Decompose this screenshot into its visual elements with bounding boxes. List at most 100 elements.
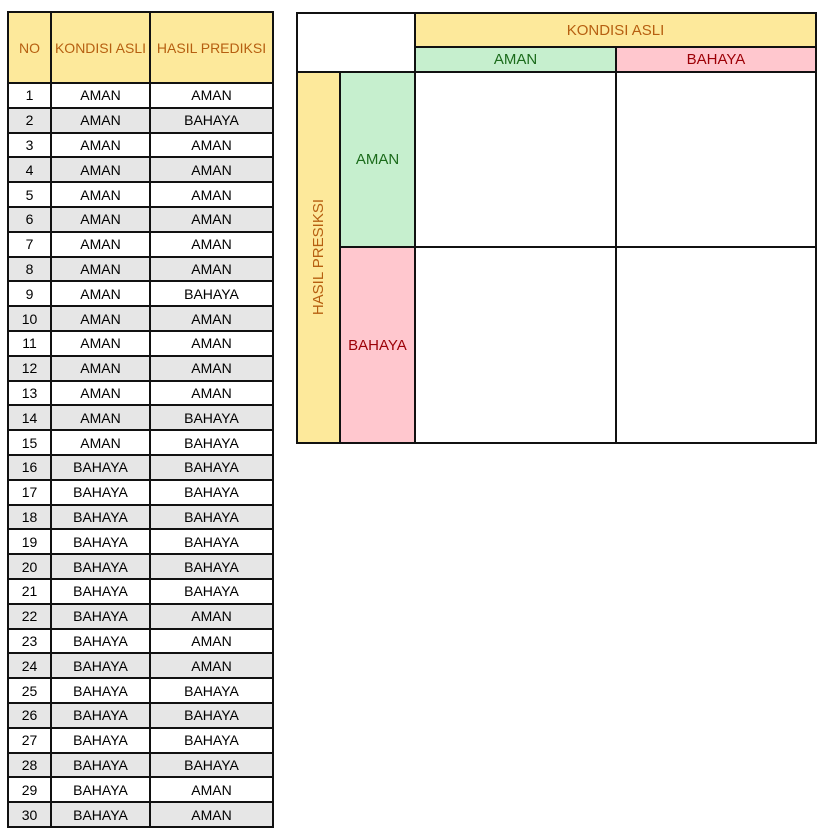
cell-no: 8 (7, 255, 52, 283)
header-kondisi-asli: KONDISI ASLI (50, 11, 151, 84)
table-row: 20 BAHAYA BAHAYA (7, 553, 274, 580)
cell-no: 10 (7, 305, 52, 332)
table-row: 29 BAHAYA AMAN (7, 776, 274, 804)
cell-hasil-prediksi: AMAN (149, 131, 274, 159)
cell-no: 3 (7, 131, 52, 159)
table-row: 14 AMAN BAHAYA (7, 404, 274, 432)
cell-hasil-prediksi: BAHAYA (149, 677, 274, 704)
cell-kondisi-asli: BAHAYA (50, 577, 151, 605)
col-header: KONDISI ASLI (414, 12, 817, 48)
header-no: NO (7, 11, 52, 84)
cell-hasil-prediksi: AMAN (149, 627, 274, 655)
cell-kondisi-asli: AMAN (50, 255, 151, 283)
cell-hasil-prediksi: AMAN (149, 156, 274, 184)
cell-no: 27 (7, 726, 52, 754)
cell-kondisi-asli: AMAN (50, 354, 151, 382)
cell-kondisi-asli: AMAN (50, 131, 151, 159)
cell-kondisi-asli: AMAN (50, 230, 151, 258)
cell-kondisi-asli: AMAN (50, 280, 151, 308)
cell-hasil-prediksi: AMAN (149, 801, 274, 828)
cell-no: 22 (7, 602, 52, 630)
cell-kondisi-asli: AMAN (50, 404, 151, 432)
cell-hasil-prediksi: AMAN (149, 305, 274, 332)
table-row: 8 AMAN AMAN (7, 255, 274, 283)
table-row: 10 AMAN AMAN (7, 305, 274, 332)
cell-no: 28 (7, 751, 52, 779)
cell-hasil-prediksi: BAHAYA (149, 106, 274, 134)
table-row: 2 AMAN BAHAYA (7, 106, 274, 134)
table-row: 25 BAHAYA BAHAYA (7, 677, 274, 704)
cell-kondisi-asli: AMAN (50, 106, 151, 134)
cell-no: 17 (7, 478, 52, 506)
cell-no: 14 (7, 404, 52, 432)
cell-hasil-prediksi: BAHAYA (149, 429, 274, 456)
cell-no: 1 (7, 82, 52, 109)
cell-kondisi-asli: AMAN (50, 82, 151, 109)
confusion-matrix: KONDISI ASLI AMAN BAHAYA HASIL PRESIKSI … (296, 12, 817, 444)
cell-hasil-prediksi: BAHAYA (149, 453, 274, 481)
table-row: 4 AMAN AMAN (7, 156, 274, 184)
cell-kondisi-asli: BAHAYA (50, 776, 151, 804)
cell-no: 2 (7, 106, 52, 134)
cell-kondisi-asli: AMAN (50, 156, 151, 184)
table-row: 13 AMAN AMAN (7, 379, 274, 407)
cell-hasil-prediksi: BAHAYA (149, 404, 274, 432)
col-label-aman: AMAN (414, 46, 617, 73)
cell-hasil-prediksi: AMAN (149, 230, 274, 258)
table-row: 23 BAHAYA AMAN (7, 627, 274, 655)
table-row: 17 BAHAYA BAHAYA (7, 478, 274, 506)
row-header: HASIL PRESIKSI (296, 71, 341, 444)
table-row: 21 BAHAYA BAHAYA (7, 577, 274, 605)
cell-hasil-prediksi: AMAN (149, 329, 274, 357)
cell-kondisi-asli: BAHAYA (50, 652, 151, 680)
matrix-cell-bahaya-bahaya (615, 246, 817, 444)
corner-cell (296, 12, 416, 73)
cell-hasil-prediksi: AMAN (149, 602, 274, 630)
cell-no: 13 (7, 379, 52, 407)
cell-no: 12 (7, 354, 52, 382)
col-label-bahaya: BAHAYA (615, 46, 817, 73)
matrix-cell-aman-aman (414, 71, 617, 248)
cell-hasil-prediksi: BAHAYA (149, 553, 274, 580)
cell-hasil-prediksi: AMAN (149, 205, 274, 233)
cell-kondisi-asli: AMAN (50, 305, 151, 332)
row-label-bahaya: BAHAYA (339, 246, 416, 444)
cell-no: 20 (7, 553, 52, 580)
cell-kondisi-asli: BAHAYA (50, 701, 151, 729)
cell-hasil-prediksi: BAHAYA (149, 726, 274, 754)
cell-kondisi-asli: AMAN (50, 379, 151, 407)
table-row: 6 AMAN AMAN (7, 205, 274, 233)
cell-no: 5 (7, 181, 52, 208)
cell-no: 6 (7, 205, 52, 233)
header-hasil-prediksi: HASIL PREDIKSI (149, 11, 274, 84)
cell-kondisi-asli: BAHAYA (50, 627, 151, 655)
cell-no: 7 (7, 230, 52, 258)
cell-no: 30 (7, 801, 52, 828)
cell-kondisi-asli: BAHAYA (50, 453, 151, 481)
table-row: 7 AMAN AMAN (7, 230, 274, 258)
data-table: NO KONDISI ASLI HASIL PREDIKSI 1 AMAN AMAN… (7, 11, 274, 828)
table-row: 3 AMAN AMAN (7, 131, 274, 159)
row-header-text: HASIL PRESIKSI (310, 199, 327, 316)
cell-kondisi-asli: AMAN (50, 205, 151, 233)
cell-hasil-prediksi: BAHAYA (149, 503, 274, 531)
cell-no: 29 (7, 776, 52, 804)
table-row: 18 BAHAYA BAHAYA (7, 503, 274, 531)
cell-no: 19 (7, 528, 52, 556)
cell-hasil-prediksi: BAHAYA (149, 478, 274, 506)
cell-no: 16 (7, 453, 52, 481)
cell-hasil-prediksi: BAHAYA (149, 280, 274, 308)
table-row: 24 BAHAYA AMAN (7, 652, 274, 680)
cell-hasil-prediksi: AMAN (149, 652, 274, 680)
cell-no: 23 (7, 627, 52, 655)
row-label-aman: AMAN (339, 71, 416, 248)
cell-kondisi-asli: AMAN (50, 429, 151, 456)
cell-hasil-prediksi: BAHAYA (149, 751, 274, 779)
cell-kondisi-asli: AMAN (50, 329, 151, 357)
cell-kondisi-asli: AMAN (50, 181, 151, 208)
cell-hasil-prediksi: AMAN (149, 181, 274, 208)
cell-hasil-prediksi: AMAN (149, 255, 274, 283)
table-row: 5 AMAN AMAN (7, 181, 274, 208)
cell-hasil-prediksi: AMAN (149, 379, 274, 407)
matrix-cell-bahaya-aman (414, 246, 617, 444)
